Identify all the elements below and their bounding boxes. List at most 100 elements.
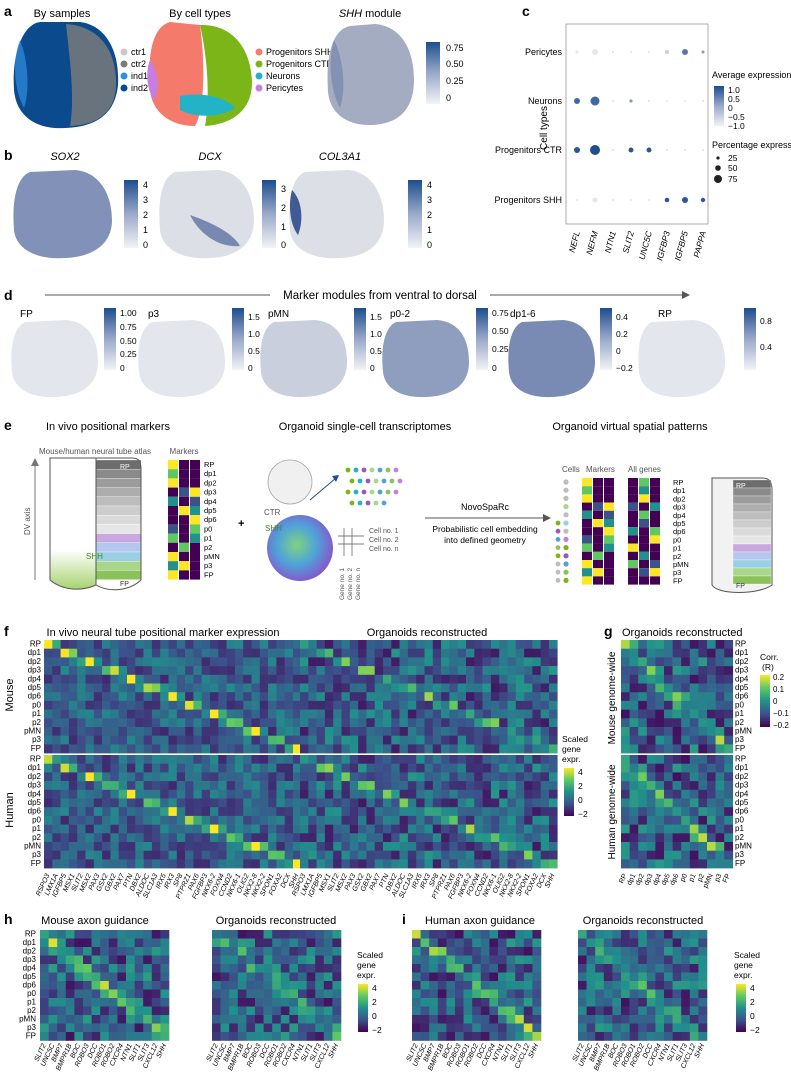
panel-a: a By samples By cell types SHH module ct… (4, 3, 464, 129)
heatmap-cell (383, 727, 392, 736)
heatmap-cell (638, 972, 648, 982)
heatmap-cell (246, 1006, 256, 1016)
virtual-marker-cell (628, 502, 638, 511)
heatmap-cell (532, 833, 541, 843)
virtual-marker-cell (639, 543, 649, 552)
heatmap-cell (83, 981, 92, 990)
heatmap-cell (612, 1023, 622, 1033)
heatmap-cell (457, 744, 467, 754)
dotplot-dot (575, 50, 579, 54)
heatmap-row-label: dp5 (735, 798, 749, 807)
heatmap-cell (135, 798, 144, 808)
heatmap-cell (715, 727, 725, 736)
heatmap-cell (306, 1015, 316, 1024)
heatmap-cell (664, 964, 673, 973)
cell-dot (397, 478, 403, 484)
heatmap-cell (160, 964, 170, 973)
cb-tick: 0 (750, 1011, 755, 1021)
heatmap-cell (110, 798, 119, 808)
heatmap-cell (638, 744, 648, 754)
heatmap-cell (412, 1032, 421, 1041)
heatmap-cell (715, 666, 725, 676)
heatmap-cell (333, 763, 342, 773)
umap-title-shh-module: SHH module (339, 8, 401, 20)
heatmap-cell (507, 657, 517, 667)
heatmap-col-label: dp3 (643, 873, 654, 887)
heatmap-cell (715, 807, 725, 817)
heatmap-cell (127, 789, 136, 799)
marker-cell (168, 552, 178, 562)
heatmap-cell (358, 859, 367, 869)
heatmap-cell (532, 763, 541, 773)
heatmap-cell (251, 798, 261, 808)
heatmap-cell (44, 755, 53, 764)
heatmap-cell (466, 772, 475, 782)
heatmap-cell (100, 964, 110, 973)
heatmap-cell (638, 674, 648, 684)
heatmap-cell (646, 955, 656, 965)
heatmap-cell (93, 755, 103, 764)
heatmap-cell (506, 947, 516, 956)
heatmap-cell (515, 989, 525, 999)
heatmap-cell (672, 824, 682, 834)
cb-tick: 4 (750, 983, 755, 993)
heatmap-cell (48, 1032, 58, 1041)
heatmap-cell (621, 763, 630, 773)
heatmap-cell (629, 850, 639, 860)
heatmap-cell (284, 692, 294, 702)
heatmap-cell (44, 824, 53, 834)
heatmap-cell (218, 744, 227, 754)
heatmap-cell (681, 640, 691, 649)
heatmap-cell (251, 674, 261, 684)
heatmap-cell (515, 824, 525, 834)
heatmap-cell (284, 781, 294, 791)
heatmap-cell (724, 798, 734, 808)
heatmap-cell (135, 735, 144, 745)
heatmap-cell (237, 1032, 247, 1041)
heatmap-cell (40, 1015, 49, 1024)
heatmap-cell (220, 998, 230, 1007)
heatmap-cell (523, 955, 533, 965)
cell-dot (389, 478, 395, 484)
heatmap-cell (85, 842, 95, 851)
heatmap-cell (168, 692, 178, 702)
heatmap-cell (272, 1015, 282, 1024)
heatmap-row-label: p3 (32, 735, 41, 744)
heatmap-cell (151, 755, 161, 764)
heatmap-cell (127, 763, 136, 773)
heatmap-cell (218, 735, 227, 745)
heatmap-cell (118, 648, 128, 658)
heatmap-cell (176, 815, 186, 825)
heatmap-cell (229, 1032, 239, 1041)
heatmap-cell (474, 674, 483, 684)
heatmap-cell (74, 998, 84, 1007)
heatmap-cell (212, 998, 221, 1007)
heatmap-cell (110, 859, 119, 869)
heatmap-cell (498, 989, 507, 999)
heatmap-cell (549, 640, 558, 649)
heatmap-cell (293, 709, 302, 719)
method-desc-line2: into defined geometry (444, 535, 526, 545)
heatmap-cell (118, 718, 128, 728)
heatmap-cell (308, 744, 317, 754)
heatmap-cell (664, 1006, 673, 1016)
atlas-domain-stripe (95, 505, 142, 516)
heatmap-cell (466, 657, 475, 667)
marker-cell (168, 515, 178, 525)
dotplot-dot (630, 199, 632, 201)
heatmap-cell (276, 640, 285, 649)
heatmap-cell (374, 772, 384, 782)
heatmap-cell (143, 955, 153, 965)
cb-tick: 4 (427, 180, 432, 190)
heatmap-cell (220, 955, 230, 965)
heatmap-cell (102, 807, 111, 817)
heatmap-cell (407, 833, 417, 843)
heatmap-cell (102, 859, 111, 869)
heatmap-cell (143, 640, 153, 649)
heatmap-cell (289, 1032, 299, 1041)
heatmap-cell (333, 815, 342, 825)
heatmap-cell (143, 972, 153, 982)
marker-cell (179, 478, 189, 488)
heatmap-cell (420, 998, 430, 1007)
heatmap-cell (176, 727, 186, 736)
